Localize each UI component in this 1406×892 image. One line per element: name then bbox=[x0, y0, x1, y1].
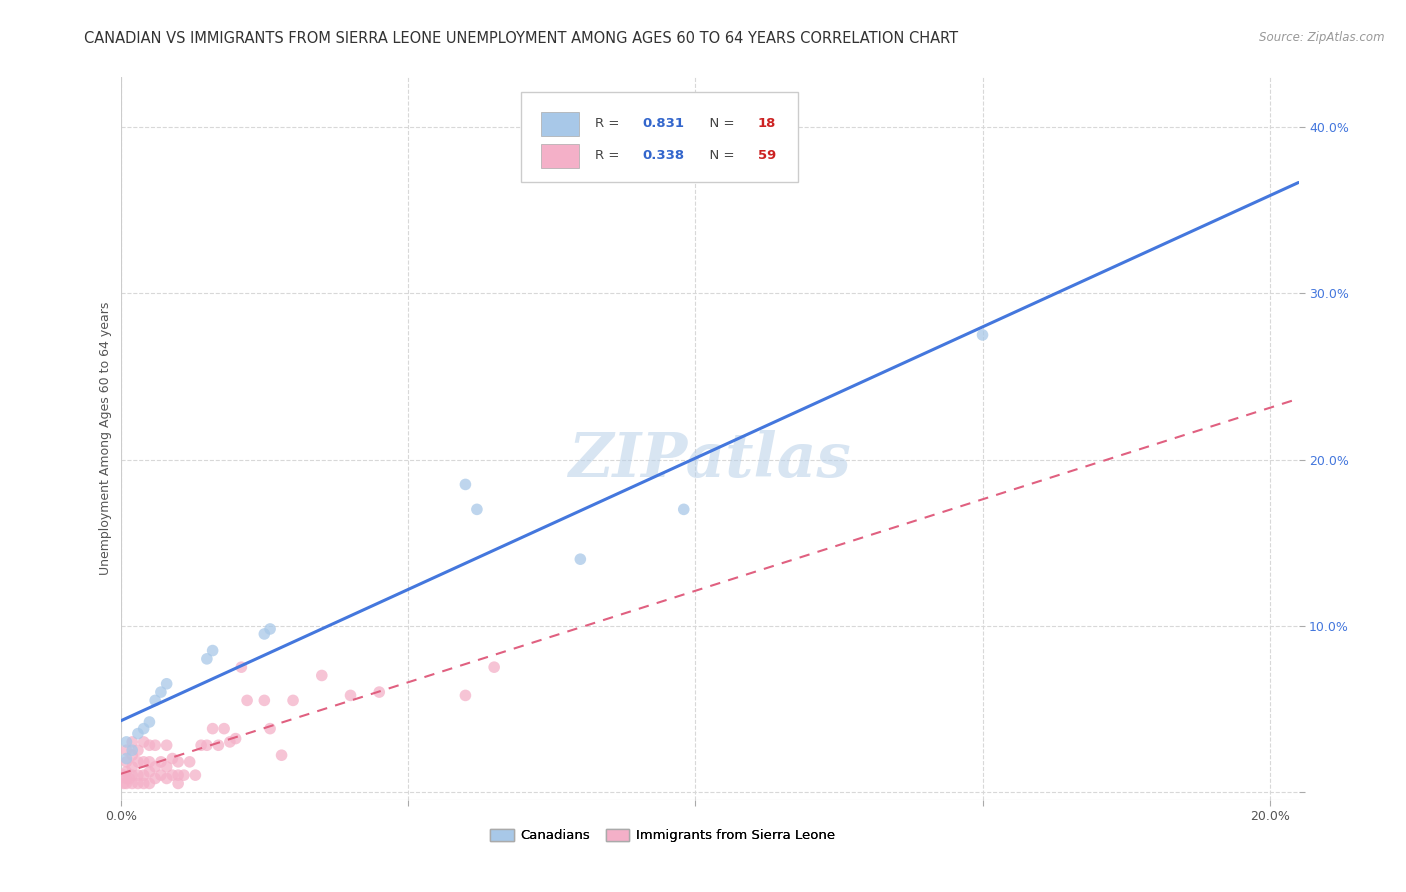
Point bbox=[195, 738, 218, 752]
Text: CANADIAN VS IMMIGRANTS FROM SIERRA LEONE UNEMPLOYMENT AMONG AGES 60 TO 64 YEARS : CANADIAN VS IMMIGRANTS FROM SIERRA LEONE… bbox=[84, 31, 959, 46]
Point bbox=[368, 685, 391, 699]
Point bbox=[143, 693, 166, 707]
Point bbox=[121, 768, 143, 782]
Point bbox=[482, 660, 505, 674]
Point bbox=[179, 755, 201, 769]
Point bbox=[156, 738, 179, 752]
Point bbox=[149, 685, 172, 699]
Point bbox=[253, 693, 276, 707]
Point bbox=[138, 755, 160, 769]
Point bbox=[225, 731, 247, 746]
Point bbox=[311, 668, 333, 682]
Point bbox=[167, 776, 190, 790]
Legend: Canadians, Immigrants from Sierra Leone: Canadians, Immigrants from Sierra Leone bbox=[485, 823, 841, 847]
FancyBboxPatch shape bbox=[541, 112, 579, 136]
Point bbox=[143, 738, 166, 752]
Text: 0.338: 0.338 bbox=[643, 149, 685, 162]
Point bbox=[118, 772, 141, 786]
Point bbox=[212, 722, 235, 736]
Point bbox=[236, 693, 259, 707]
Point bbox=[115, 772, 138, 786]
Point bbox=[143, 772, 166, 786]
Point bbox=[465, 502, 488, 516]
Text: 0.831: 0.831 bbox=[643, 117, 685, 130]
Point bbox=[672, 502, 695, 516]
Point bbox=[167, 768, 190, 782]
Point bbox=[115, 776, 138, 790]
Point bbox=[138, 776, 160, 790]
Text: ZIPatlas: ZIPatlas bbox=[568, 431, 851, 491]
Point bbox=[454, 689, 477, 703]
Point bbox=[162, 751, 184, 765]
Point bbox=[112, 776, 135, 790]
Point bbox=[569, 552, 592, 566]
Point bbox=[115, 743, 138, 757]
Point bbox=[121, 776, 143, 790]
Point bbox=[132, 722, 155, 736]
Point bbox=[112, 768, 135, 782]
Point bbox=[149, 755, 172, 769]
Point bbox=[132, 776, 155, 790]
Y-axis label: Unemployment Among Ages 60 to 64 years: Unemployment Among Ages 60 to 64 years bbox=[100, 302, 112, 575]
Text: Source: ZipAtlas.com: Source: ZipAtlas.com bbox=[1260, 31, 1385, 45]
Point bbox=[972, 327, 994, 342]
Point bbox=[115, 764, 138, 779]
Text: N =: N = bbox=[702, 149, 740, 162]
Point bbox=[167, 755, 190, 769]
Point bbox=[156, 760, 179, 774]
Point bbox=[201, 643, 224, 657]
Point bbox=[121, 748, 143, 763]
Point bbox=[218, 735, 240, 749]
Point bbox=[259, 622, 281, 636]
Point bbox=[162, 768, 184, 782]
FancyBboxPatch shape bbox=[522, 92, 799, 182]
Point bbox=[121, 743, 143, 757]
Point bbox=[115, 755, 138, 769]
Point bbox=[259, 722, 281, 736]
Text: 59: 59 bbox=[758, 149, 776, 162]
Point bbox=[127, 726, 149, 740]
Point bbox=[127, 768, 149, 782]
Point bbox=[132, 755, 155, 769]
Point bbox=[127, 755, 149, 769]
Text: N =: N = bbox=[702, 117, 740, 130]
Point bbox=[132, 768, 155, 782]
Point bbox=[253, 627, 276, 641]
Text: R =: R = bbox=[595, 149, 624, 162]
Point bbox=[138, 714, 160, 729]
Point bbox=[149, 768, 172, 782]
FancyBboxPatch shape bbox=[541, 144, 579, 168]
Text: R =: R = bbox=[595, 117, 624, 130]
Point bbox=[195, 652, 218, 666]
Point bbox=[156, 772, 179, 786]
Point bbox=[201, 722, 224, 736]
Point bbox=[115, 735, 138, 749]
Point bbox=[184, 768, 207, 782]
Point bbox=[138, 764, 160, 779]
Point bbox=[454, 477, 477, 491]
Point bbox=[281, 693, 304, 707]
Point bbox=[115, 751, 138, 765]
Point bbox=[173, 768, 195, 782]
Point bbox=[270, 748, 292, 763]
Point bbox=[339, 689, 361, 703]
Text: 18: 18 bbox=[758, 117, 776, 130]
Point bbox=[138, 738, 160, 752]
Point bbox=[127, 743, 149, 757]
Point bbox=[156, 677, 179, 691]
Point bbox=[121, 760, 143, 774]
Point bbox=[132, 735, 155, 749]
Point bbox=[127, 776, 149, 790]
Point bbox=[143, 760, 166, 774]
Point bbox=[231, 660, 253, 674]
Point bbox=[190, 738, 212, 752]
Point bbox=[121, 735, 143, 749]
Point bbox=[207, 738, 229, 752]
